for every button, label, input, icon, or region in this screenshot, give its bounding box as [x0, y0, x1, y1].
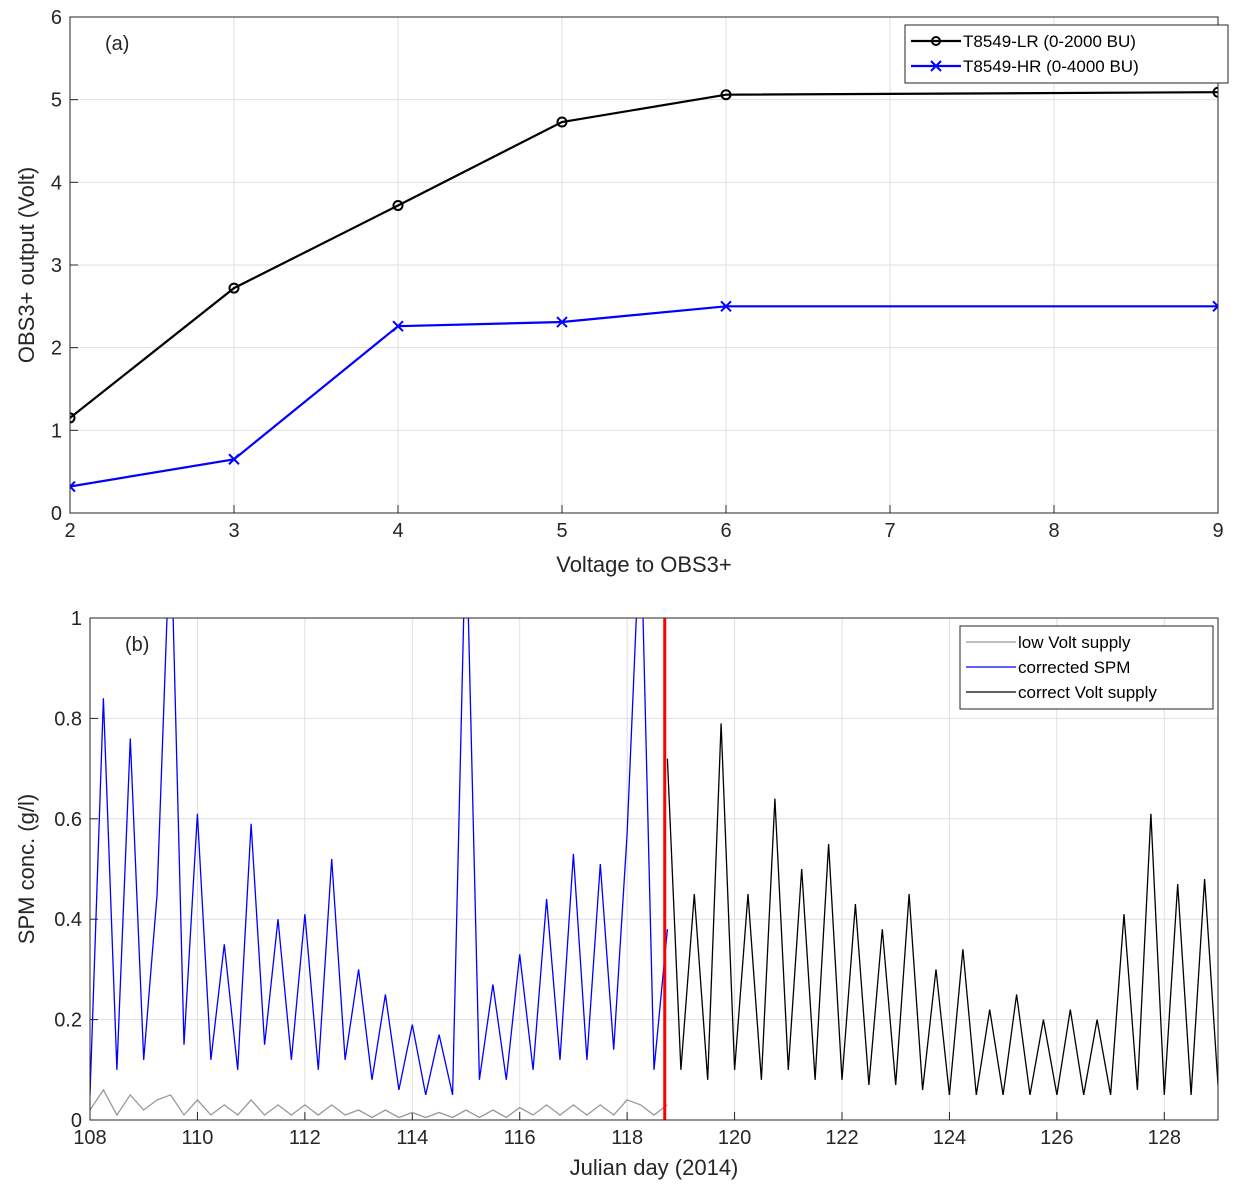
data-point — [1212, 300, 1218, 313]
series-line — [70, 91, 1218, 419]
y-tick-label: 4 — [51, 172, 62, 194]
data-point — [228, 282, 240, 294]
series-line — [666, 723, 1218, 1096]
x-tick-label: 5 — [556, 520, 567, 542]
x-tick-label: 112 — [289, 1127, 321, 1149]
series-line — [70, 305, 1218, 488]
y-tick-label: 5 — [51, 90, 62, 112]
x-tick-label: 3 — [228, 520, 239, 542]
data-point — [720, 300, 732, 313]
legend-label: corrected SPM — [1018, 658, 1130, 677]
data-point — [392, 320, 404, 332]
x-tick-label: 126 — [1040, 1127, 1073, 1149]
x-tick-label: 8 — [1048, 520, 1059, 542]
data-layer — [90, 618, 1218, 1120]
data-point — [392, 199, 404, 211]
x-tick-label: 122 — [825, 1127, 858, 1149]
y-tick-label: 6 — [51, 7, 62, 29]
x-tick-label: 116 — [504, 1127, 536, 1149]
y-tick-label: 2 — [51, 338, 62, 360]
y-tick-label: 1 — [71, 608, 82, 630]
data-point — [720, 89, 732, 101]
legend-marker — [931, 36, 941, 46]
y-axis-label: OBS3+ output (Volt) — [14, 167, 39, 363]
legend-label: correct Volt supply — [1018, 683, 1157, 702]
x-tick-label: 110 — [181, 1127, 213, 1149]
legend-label: T8549-HR (0-4000 BU) — [963, 57, 1139, 76]
x-tick-label: 4 — [392, 520, 403, 542]
data-point — [228, 453, 240, 465]
x-tick-label: 108 — [73, 1127, 106, 1149]
data-point — [70, 480, 76, 493]
data-point — [556, 316, 568, 328]
y-axis-label: SPM conc. (g/l) — [14, 794, 39, 944]
x-tick-label: 124 — [933, 1127, 966, 1149]
y-tick-label: 0 — [51, 503, 62, 525]
y-tick-label: 0.4 — [54, 909, 82, 931]
data-point — [556, 116, 568, 128]
data-point — [1212, 86, 1218, 98]
series-line — [90, 1088, 668, 1119]
axes-box — [89, 617, 1219, 1121]
x-tick-label: 7 — [884, 520, 895, 542]
y-tick-label: 0.6 — [54, 809, 82, 831]
y-tick-label: 0.8 — [54, 708, 82, 730]
x-tick-label: 120 — [718, 1127, 751, 1149]
annotation: (a) — [105, 33, 129, 55]
x-tick-label: 2 — [64, 520, 75, 542]
legend: low Volt supply corrected SPM correct Volt… — [959, 625, 1214, 710]
x-axis-label: Voltage to OBS3+ — [556, 552, 732, 577]
x-tick-label: 114 — [396, 1127, 428, 1149]
x-axis-label: Julian day (2014) — [570, 1155, 739, 1180]
legend-marker — [930, 60, 942, 72]
legend-box — [904, 24, 1229, 84]
y-tick-label: 0 — [71, 1110, 82, 1132]
annotation: (b) — [125, 634, 149, 656]
y-tick-label: 3 — [51, 255, 62, 277]
y-tick-label: 0.2 — [54, 1010, 82, 1032]
legend-label: T8549-LR (0-2000 BU) — [963, 32, 1136, 51]
subplot: 108 110 112 114 116 118 120 122 124 126 128 0 0.2 0.4… — [14, 608, 1219, 1180]
legend: T8549-LR (0-2000 BU) T8549-HR (0-4000 BU) — [904, 24, 1229, 84]
axes-box — [69, 16, 1219, 514]
y-tick-label: 1 — [51, 420, 62, 442]
x-tick-label: 118 — [611, 1127, 643, 1149]
x-tick-label: 6 — [720, 520, 731, 542]
x-tick-label: 9 — [1212, 520, 1223, 542]
subplot: 2 3 4 5 6 7 8 9 0 1 2 3 4 5 6 (a) Voltage to OBS3+ OBS3+ … — [14, 7, 1229, 577]
x-tick-label: 128 — [1148, 1127, 1181, 1149]
legend-label: low Volt supply — [1018, 633, 1131, 652]
data-point — [70, 412, 76, 424]
series-line — [90, 618, 669, 1096]
data-layer — [70, 86, 1218, 493]
